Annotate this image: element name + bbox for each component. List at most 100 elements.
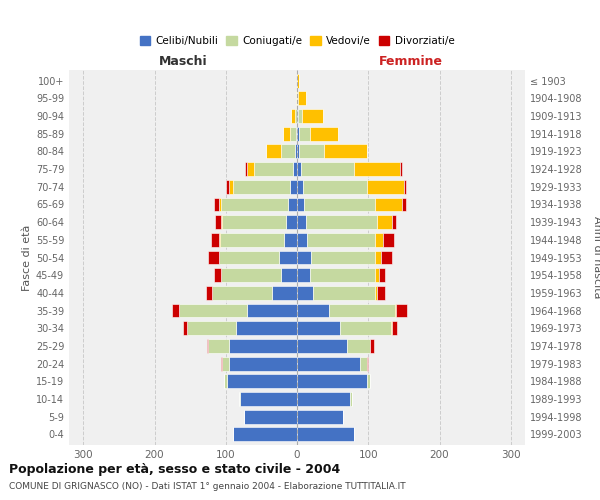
Bar [208,250,218,264]
Bar [179,304,247,318]
Bar [392,215,396,229]
Bar [370,339,374,353]
Bar [297,144,299,158]
Bar [290,180,297,194]
Bar [212,286,272,300]
Bar [254,162,293,176]
Bar [297,410,343,424]
Bar [227,374,297,388]
Bar [297,356,360,370]
Bar [376,198,403,211]
Bar [218,250,279,264]
Bar [297,215,305,229]
Bar [297,286,313,300]
Bar [298,92,305,105]
Bar [347,339,370,353]
Bar [395,304,396,318]
Bar [329,304,395,318]
Bar [367,374,370,388]
Bar [236,322,297,335]
Bar [284,233,297,246]
Bar [313,286,376,300]
Bar [404,180,406,194]
Bar [229,339,297,353]
Bar [297,304,329,318]
Bar [396,304,407,318]
Bar [239,392,240,406]
Bar [297,392,350,406]
Bar [247,162,254,176]
Bar [295,144,297,158]
Bar [172,304,179,318]
Bar [297,322,340,335]
Bar [221,215,222,229]
Bar [302,109,323,123]
Bar [187,322,236,335]
Bar [298,109,302,123]
Bar [367,180,404,194]
Bar [310,268,376,282]
Bar [297,268,310,282]
Bar [304,198,376,211]
Bar [377,286,385,300]
Bar [214,268,221,282]
Bar [286,215,297,229]
Bar [297,374,367,388]
Bar [245,162,247,176]
Bar [272,286,297,300]
Bar [283,127,290,140]
Bar [311,250,376,264]
Bar [218,198,221,211]
Bar [392,322,397,335]
Bar [376,250,381,264]
Bar [266,144,281,158]
Bar [297,198,304,211]
Bar [303,180,367,194]
Bar [214,198,218,211]
Bar [350,392,352,406]
Bar [221,356,222,370]
Bar [381,250,392,264]
Text: Maschi: Maschi [158,55,208,68]
Bar [240,392,297,406]
Bar [222,215,286,229]
Bar [226,180,229,194]
Bar [360,356,367,370]
Bar [233,180,290,194]
Bar [244,410,297,424]
Bar [297,74,299,88]
Bar [403,198,406,211]
Bar [299,144,324,158]
Bar [310,127,338,140]
Bar [340,322,391,335]
Bar [183,322,187,335]
Bar [297,233,307,246]
Bar [297,180,303,194]
Y-axis label: Fasce di età: Fasce di età [22,224,32,290]
Bar [377,215,392,229]
Bar [221,198,289,211]
Bar [220,233,284,246]
Y-axis label: Anni di nascita: Anni di nascita [592,216,600,298]
Bar [222,356,229,370]
Bar [296,92,297,105]
Bar [247,304,297,318]
Bar [281,268,297,282]
Bar [206,339,208,353]
Bar [324,144,367,158]
Bar [297,109,298,123]
Bar [354,162,400,176]
Bar [367,356,368,370]
Bar [221,268,281,282]
Bar [296,127,297,140]
Bar [279,250,297,264]
Bar [376,286,377,300]
Bar [383,233,394,246]
Bar [297,428,354,442]
Text: COMUNE DI GRIGNASCO (NO) - Dati ISTAT 1° gennaio 2004 - Elaborazione TUTTITALIA.: COMUNE DI GRIGNASCO (NO) - Dati ISTAT 1°… [9,482,406,491]
Bar [233,428,297,442]
Bar [206,286,212,300]
Text: Femmine: Femmine [379,55,443,68]
Bar [229,356,297,370]
Bar [299,127,310,140]
